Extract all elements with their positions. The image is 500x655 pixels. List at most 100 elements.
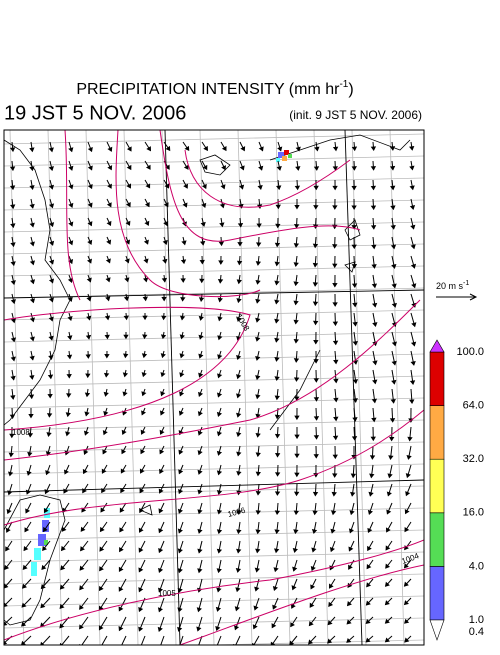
wind-head — [100, 547, 103, 550]
wind-head — [108, 203, 111, 206]
wind-head — [11, 376, 15, 379]
colorbar-segment — [430, 406, 444, 460]
wind-head — [147, 147, 150, 150]
wind-head — [333, 303, 337, 306]
wind-head — [276, 511, 280, 514]
wind-head — [108, 166, 111, 169]
wind-head — [119, 587, 122, 590]
wind-head — [12, 338, 16, 341]
wind-head — [256, 530, 260, 533]
wind-head — [87, 316, 91, 319]
wind-head — [276, 434, 280, 437]
wind-head — [218, 355, 221, 358]
wind-head — [107, 240, 110, 243]
wind-head — [139, 568, 142, 571]
wind-head — [30, 395, 34, 398]
wind-head — [353, 147, 357, 150]
wind-head — [372, 147, 376, 150]
wind-head — [373, 361, 377, 364]
wind-head — [295, 378, 299, 381]
wind-shaft — [100, 636, 107, 649]
grid-line — [4, 332, 424, 342]
wind-head — [31, 337, 35, 340]
wind-head — [389, 456, 393, 459]
wind-head — [218, 452, 221, 455]
wind-head — [100, 528, 103, 531]
isobar-label: 1004 — [400, 551, 420, 566]
wind-head — [216, 627, 219, 630]
wind-head — [256, 338, 260, 341]
wind-head — [146, 203, 149, 206]
wind-head — [12, 319, 16, 322]
wind-head — [218, 393, 221, 396]
wind-head — [334, 398, 338, 401]
wind-head — [295, 244, 299, 247]
wind-head — [412, 245, 415, 248]
wind-head — [314, 379, 318, 382]
wind-head — [11, 148, 15, 151]
scale-label: 20 m s-1 — [436, 280, 469, 292]
wind-head — [69, 148, 72, 151]
wind-head — [120, 548, 123, 551]
wind-head — [143, 316, 147, 319]
wind-head — [198, 471, 201, 474]
wind-head — [259, 166, 262, 169]
wind-head — [293, 549, 297, 552]
wind-head — [352, 186, 356, 189]
wind-head — [218, 298, 222, 301]
title-end: ) — [348, 81, 353, 98]
wind-head — [237, 413, 241, 416]
wind-head — [84, 451, 87, 454]
wind-head — [274, 568, 278, 571]
wind-head — [6, 547, 9, 550]
wind-head — [333, 206, 337, 209]
wind-head — [222, 166, 225, 169]
wind-head — [332, 493, 336, 496]
wind-head — [87, 336, 91, 339]
wind-head — [218, 413, 221, 416]
wind-head — [142, 411, 145, 414]
wind-head — [139, 548, 142, 551]
wind-head — [104, 393, 108, 396]
wind-head — [314, 455, 318, 458]
colorbar-label: 64.0 — [463, 400, 484, 412]
wind-head — [106, 316, 110, 319]
isobar-label: 1006 — [227, 506, 247, 519]
wind-head — [296, 167, 300, 170]
colorbar-segment — [430, 566, 444, 620]
wind-head — [107, 259, 110, 262]
wind-head — [256, 299, 260, 302]
wind-head — [200, 298, 204, 301]
colorbar-label: 32.0 — [463, 453, 484, 465]
wind-head — [163, 260, 167, 263]
wind-shaft — [234, 636, 240, 648]
wind-head — [121, 469, 124, 472]
wind-head — [200, 279, 204, 282]
wind-head — [159, 608, 162, 611]
wind-head — [372, 167, 376, 170]
wind-head — [314, 302, 318, 305]
wind-head — [371, 437, 375, 440]
wind-head — [68, 355, 72, 358]
wind-head — [405, 510, 408, 513]
wind-head — [314, 360, 318, 363]
wind-head — [119, 607, 122, 610]
grid-line — [4, 508, 424, 518]
colorbar-label: 1.0 — [469, 614, 484, 626]
wind-head — [295, 454, 299, 457]
wind-head — [66, 413, 70, 416]
grid-line — [200, 130, 214, 645]
wind-head — [237, 472, 241, 475]
wind-head — [237, 280, 241, 283]
wind-head — [332, 511, 336, 514]
wind-head — [124, 316, 128, 319]
wind-head — [410, 147, 414, 150]
wind-head — [276, 224, 280, 227]
wind-head — [331, 548, 334, 551]
wind-head — [294, 263, 298, 266]
wind-head — [294, 301, 298, 304]
wind-head — [50, 317, 53, 320]
wind-head — [178, 569, 181, 572]
wind-head — [202, 204, 205, 207]
wind-head — [238, 261, 242, 264]
